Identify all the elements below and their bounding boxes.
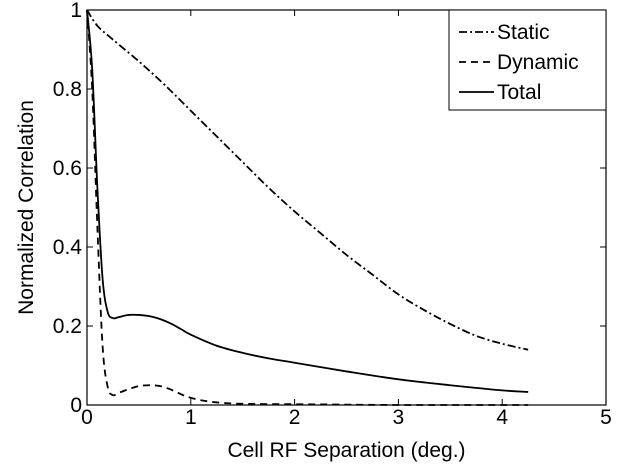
axis-ticks: 0 1 2 3 4 5 0 0.2 0.4 0.6 0.8 1 (53, 0, 612, 429)
series-line-static (86, 9, 529, 351)
y-tick-label: 0.8 (53, 78, 82, 101)
x-tick-label: 0 (81, 406, 93, 429)
legend-label-dynamic: Dynamic (497, 51, 579, 74)
series-line-dynamic (86, 9, 529, 406)
legend: Static Dynamic Total (448, 9, 607, 111)
x-tick-label: 4 (496, 406, 508, 429)
y-tick-label: 0.6 (53, 157, 82, 180)
y-tick-label: 0.2 (53, 315, 82, 338)
legend-label-static: Static (497, 21, 550, 44)
y-tick-label: 0 (70, 394, 82, 417)
legend-box (448, 9, 607, 111)
series-layer (86, 9, 529, 406)
x-axis-label: Cell RF Separation (deg.) (227, 439, 465, 462)
x-tick-label: 3 (393, 406, 405, 429)
x-tick-label: 5 (600, 406, 612, 429)
y-tick-label: 1 (70, 0, 82, 22)
y-tick-label: 0.4 (53, 236, 83, 259)
legend-label-total: Total (497, 81, 541, 104)
x-tick-label: 1 (185, 406, 197, 429)
x-tick-label: 2 (289, 406, 301, 429)
series-line-total (86, 9, 529, 393)
y-axis-label: Normalized Correlation (15, 100, 38, 315)
